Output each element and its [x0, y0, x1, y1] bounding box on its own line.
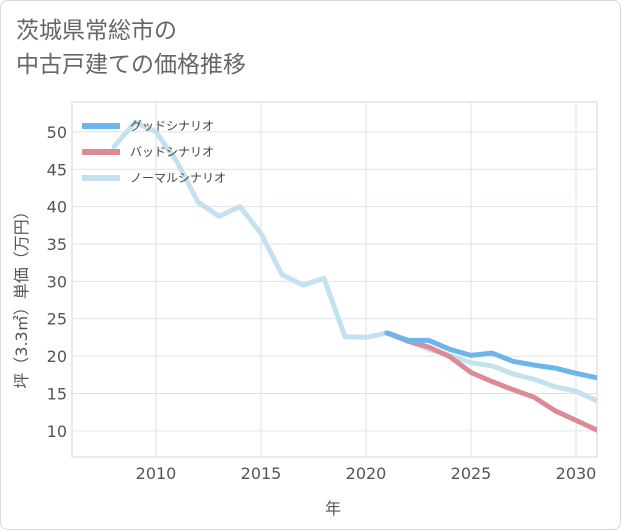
series-line-1 [384, 330, 597, 433]
y-tick-label: 25 [47, 310, 67, 329]
plot-border [71, 101, 598, 458]
y-tick-label: 45 [47, 160, 67, 179]
series-line-2 [111, 119, 597, 404]
x-tick-label: 2015 [241, 464, 282, 483]
chart-title-line-2: 中古戸建ての価格推移 [16, 52, 246, 78]
x-tick-label: 2020 [346, 464, 387, 483]
y-tick-label: 40 [47, 198, 67, 217]
chart-title: 茨城県常総市の 中古戸建ての価格推移 [16, 14, 246, 82]
y-tick-label: 50 [47, 123, 67, 142]
x-tick-label: 2025 [451, 464, 492, 483]
y-tick-label: 35 [47, 235, 67, 254]
series-lines [111, 119, 597, 433]
chart-title-line-1: 茨城県常総市の [16, 18, 177, 44]
y-axis-title: 坪（3.3㎡）単価（万円） [12, 203, 31, 388]
x-tick-label: 2010 [136, 464, 177, 483]
y-tick-label: 20 [47, 347, 67, 366]
legend-label: ノーマルシナリオ [130, 171, 226, 185]
x-tick-label: 2030 [556, 464, 597, 483]
x-axis-ticks: 2010 2015 2020 2025 2030 [136, 464, 597, 483]
legend-label: グッドシナリオ [130, 119, 214, 133]
y-axis-ticks: 10 15 20 25 30 35 40 45 50 [47, 123, 67, 441]
grid [72, 102, 597, 457]
legend-label: バッドシナリオ [130, 145, 214, 159]
x-axis-title: 年 [325, 499, 341, 518]
y-tick-label: 15 [47, 384, 67, 403]
series-line-0 [384, 330, 597, 381]
y-tick-label: 30 [47, 272, 67, 291]
y-tick-label: 10 [47, 422, 67, 441]
